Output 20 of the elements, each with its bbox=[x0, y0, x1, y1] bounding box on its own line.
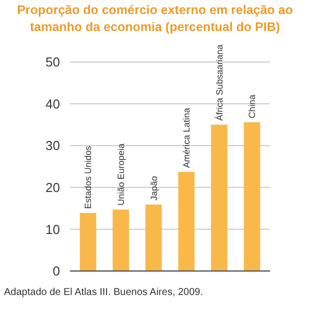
bar bbox=[80, 212, 96, 271]
bar bbox=[178, 172, 195, 271]
y-tick-label: 0 bbox=[52, 264, 60, 279]
x-tick-label: África Subsaariana bbox=[214, 44, 224, 121]
bar bbox=[244, 122, 260, 271]
x-tick-label: Japão bbox=[148, 176, 159, 201]
bar bbox=[145, 204, 162, 271]
bar bbox=[112, 210, 130, 271]
x-tick-label: América Latina bbox=[182, 108, 192, 168]
x-tick-label: China bbox=[247, 94, 258, 118]
y-tick-label: 40 bbox=[46, 96, 60, 112]
chart-title: Proporção do comércio externo em relação ao tamanho da economia (percentual do PIB) bbox=[17, 3, 294, 34]
y-tick-label: 30 bbox=[46, 138, 60, 154]
y-tick-label: 50 bbox=[46, 54, 60, 70]
text: Adaptado de El Atlas III. Buenos Aires, 2009. bbox=[4, 287, 204, 298]
y-tick-label: 20 bbox=[46, 180, 60, 195]
x-tick-label: Estados Unidos bbox=[83, 145, 94, 209]
y-tick-label: 10 bbox=[46, 222, 60, 237]
x-tick-label: União Europeia bbox=[116, 144, 126, 206]
bar bbox=[210, 124, 228, 271]
